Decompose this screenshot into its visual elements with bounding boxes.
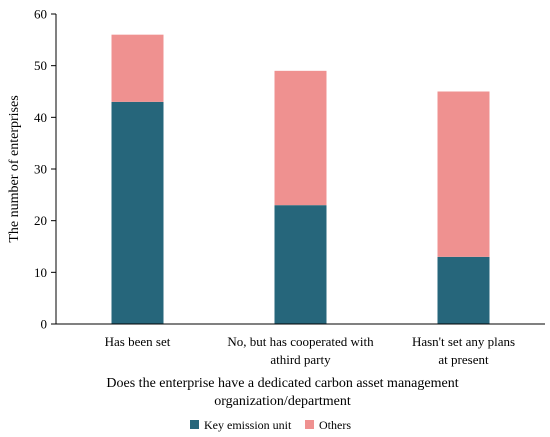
y-tick-label: 50 (34, 58, 47, 73)
bar-segment (437, 256, 490, 324)
y-axis-ticks: 0 10 20 30 40 50 60 (34, 7, 56, 332)
legend-swatch (190, 420, 199, 429)
x-axis-title: Does the enterprise have a dedicated car… (106, 376, 458, 409)
bar-segment (437, 91, 490, 257)
y-axis-title: The number of enterprises (7, 95, 22, 242)
legend-swatch (305, 420, 314, 429)
y-tick-label: 0 (41, 317, 48, 332)
category-labels: Has been set No, but has cooperated with a… (105, 334, 515, 367)
x-axis-title-line: organization/department (214, 394, 351, 409)
y-tick-label: 40 (34, 110, 47, 125)
legend-label: Others (319, 418, 351, 432)
legend-label: Key emission unit (204, 418, 292, 432)
category-label: at present (438, 352, 489, 367)
bar-segment (274, 205, 327, 324)
category-label: Has been set (105, 334, 171, 349)
y-tick-label: 20 (34, 213, 47, 228)
y-tick-label: 60 (34, 7, 47, 22)
legend: Key emission unit Others (190, 418, 351, 432)
bar-segment (111, 34, 164, 102)
category-label: Hasn't set any plans (412, 334, 515, 349)
category-label: No, but has cooperated with (227, 334, 374, 349)
category-label: athird party (270, 352, 331, 367)
bar-segment (274, 70, 327, 206)
bars (111, 34, 490, 324)
bar-segment (111, 101, 164, 324)
y-tick-label: 10 (34, 265, 47, 280)
x-axis-title-line: Does the enterprise have a dedicated car… (106, 376, 458, 391)
y-tick-label: 30 (34, 162, 47, 177)
